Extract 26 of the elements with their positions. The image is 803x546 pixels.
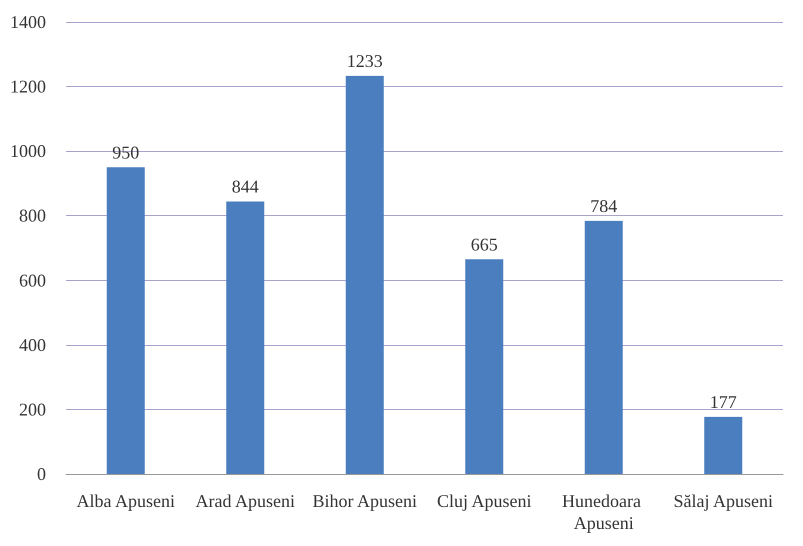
x-tick-label: Hunedoara Apuseni bbox=[562, 491, 646, 533]
bar bbox=[465, 259, 504, 474]
y-tick-label: 1000 bbox=[10, 141, 46, 162]
data-label: 784 bbox=[590, 196, 618, 216]
bar bbox=[704, 416, 742, 474]
x-tick-label: Sălaj Apuseni bbox=[674, 491, 773, 511]
data-label: 844 bbox=[232, 176, 259, 197]
y-tick-label: 1400 bbox=[10, 12, 46, 32]
bar bbox=[584, 220, 623, 474]
y-tick-label: 200 bbox=[19, 399, 46, 420]
bar bbox=[226, 202, 264, 474]
bar bbox=[106, 167, 145, 474]
x-tick-label: Cluj Apuseni bbox=[436, 491, 532, 511]
data-label: 177 bbox=[710, 392, 737, 412]
x-tick-label: Bihor Apuseni bbox=[312, 491, 418, 511]
y-tick-label: 600 bbox=[19, 270, 46, 290]
y-tick-label: 800 bbox=[19, 206, 46, 226]
data-label: 1233 bbox=[346, 50, 383, 71]
x-tick-label: Arad Apuseni bbox=[196, 491, 295, 511]
y-tick-label: 0 bbox=[37, 464, 46, 484]
y-tick-label: 400 bbox=[19, 334, 46, 355]
y-tick-label: 1200 bbox=[10, 76, 46, 97]
data-label: 665 bbox=[470, 234, 498, 254]
data-label: 950 bbox=[112, 142, 140, 162]
bar bbox=[346, 76, 384, 474]
x-tick-label: Alba Apuseni bbox=[76, 491, 175, 511]
